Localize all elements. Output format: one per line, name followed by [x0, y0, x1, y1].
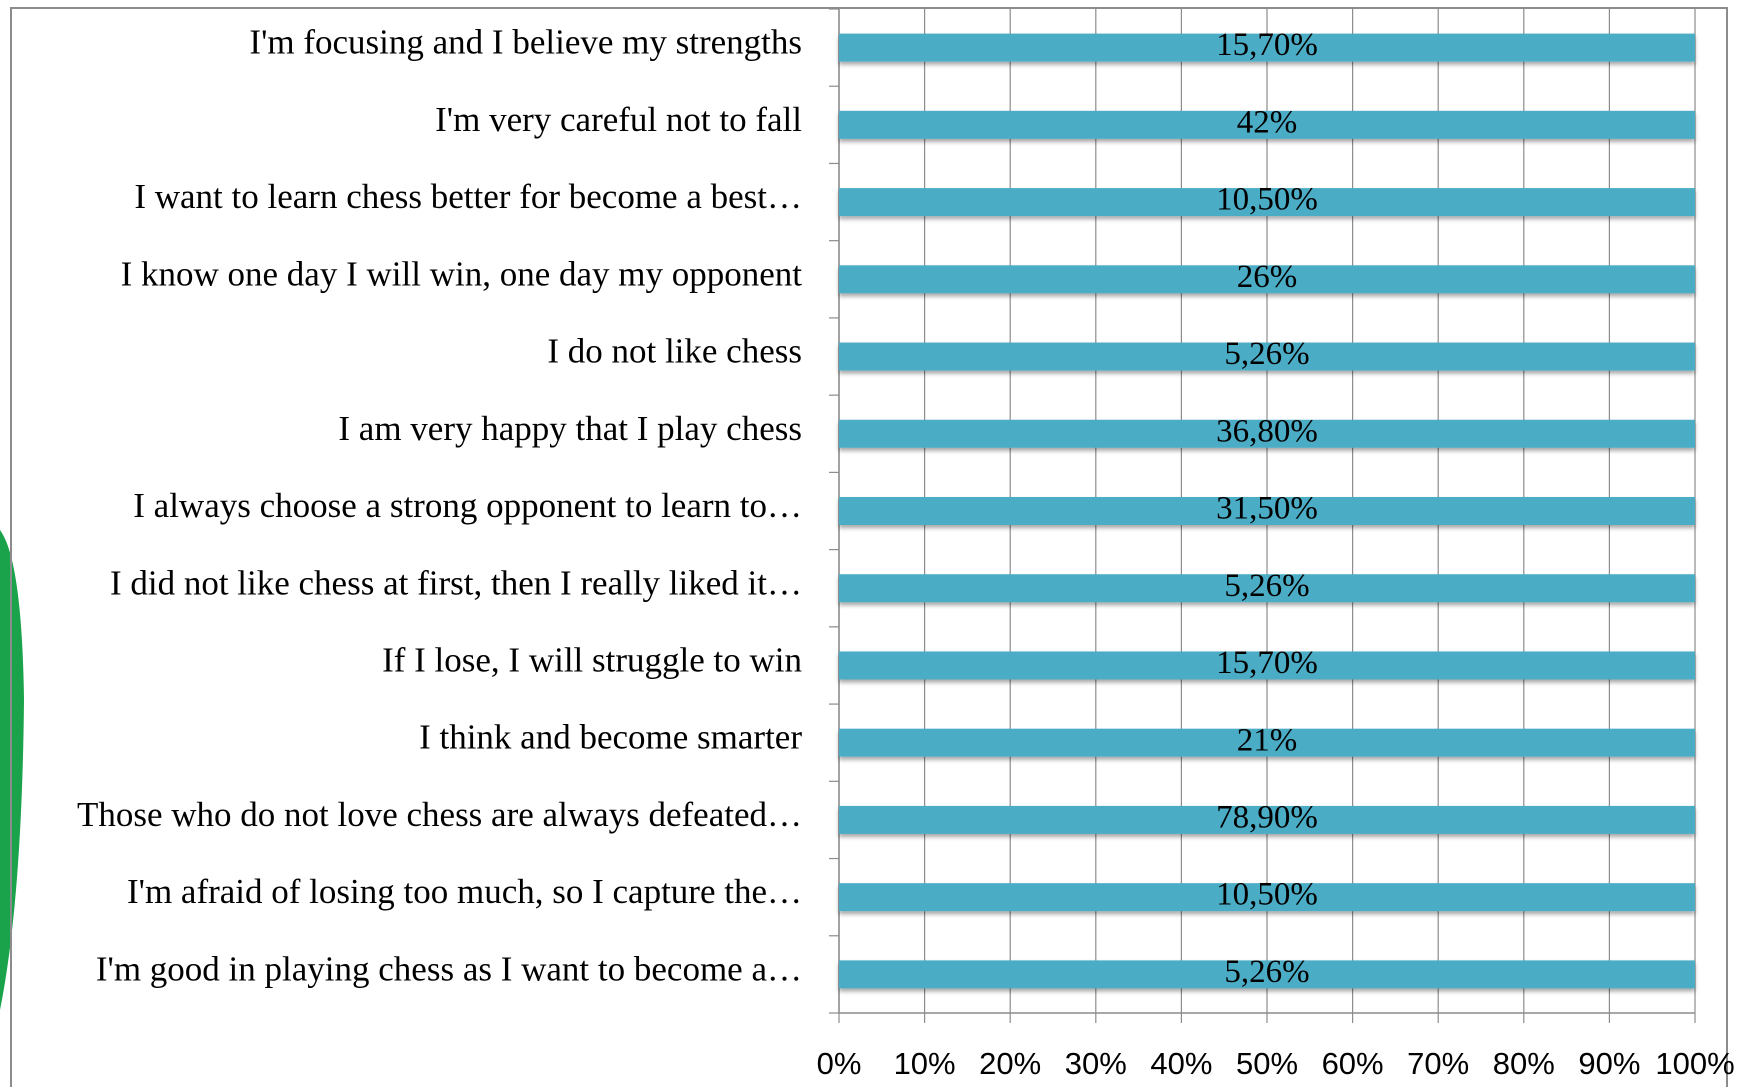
bar	[839, 728, 1695, 757]
data-label: 78,90%	[1216, 800, 1318, 836]
x-tick-label: 50%	[1236, 1046, 1298, 1081]
x-tick-label: 20%	[979, 1046, 1041, 1081]
data-label: 15,70%	[1216, 645, 1318, 681]
chart-frame	[10, 7, 1728, 1087]
x-tick-label: 100%	[1655, 1046, 1734, 1081]
data-label: 26%	[1237, 259, 1298, 295]
x-tick-label: 70%	[1407, 1046, 1469, 1081]
x-tick-label: 10%	[894, 1046, 956, 1081]
data-label: 42%	[1237, 104, 1298, 140]
y-tick-label: I always choose a strong opponent to lea…	[133, 486, 802, 525]
bar	[839, 805, 1695, 834]
data-label: 10,50%	[1216, 877, 1318, 913]
bar	[839, 265, 1695, 294]
x-tick-label: 40%	[1150, 1046, 1212, 1081]
y-tick-label: Those who do not love chess are always d…	[77, 795, 802, 834]
x-tick-label: 80%	[1493, 1046, 1555, 1081]
y-tick-label: I am very happy that I play chess	[338, 409, 802, 448]
y-tick-label: I did not like chess at first, then I re…	[110, 563, 802, 602]
data-label: 15,70%	[1216, 27, 1318, 63]
data-label: 36,80%	[1216, 413, 1318, 449]
data-label: 21%	[1237, 722, 1298, 758]
x-tick-label: 90%	[1578, 1046, 1640, 1081]
bar	[839, 651, 1695, 680]
bar	[839, 883, 1695, 912]
data-label: 5,26%	[1224, 336, 1309, 372]
y-tick-label: I think and become smarter	[419, 718, 802, 757]
y-tick-label: I'm focusing and I believe my strengths	[249, 23, 802, 62]
bar	[839, 960, 1695, 989]
y-tick-label: I'm very careful not to fall	[435, 100, 802, 139]
bar	[839, 574, 1695, 603]
bar	[839, 497, 1695, 525]
data-label: 5,26%	[1224, 954, 1309, 990]
bar	[839, 342, 1695, 371]
y-tick-label: I do not like chess	[547, 332, 802, 371]
y-tick-label: I'm good in playing chess as I want to b…	[96, 949, 802, 988]
y-tick-label: I'm afraid of losing too much, so I capt…	[127, 872, 802, 911]
y-tick-label: If I lose, I will struggle to win	[382, 640, 802, 679]
x-tick-label: 30%	[1065, 1046, 1127, 1081]
data-label: 5,26%	[1224, 568, 1309, 604]
bar	[839, 110, 1695, 139]
x-tick-label: 0%	[817, 1046, 862, 1081]
data-label: 31,50%	[1216, 491, 1318, 527]
y-tick-label: I know one day I will win, one day my op…	[121, 254, 803, 293]
y-tick-label: I want to learn chess better for become …	[134, 177, 802, 216]
bar	[839, 188, 1695, 217]
data-label: 10,50%	[1216, 182, 1318, 218]
bar	[839, 33, 1695, 62]
x-tick-label: 60%	[1322, 1046, 1384, 1081]
bar	[839, 419, 1695, 448]
